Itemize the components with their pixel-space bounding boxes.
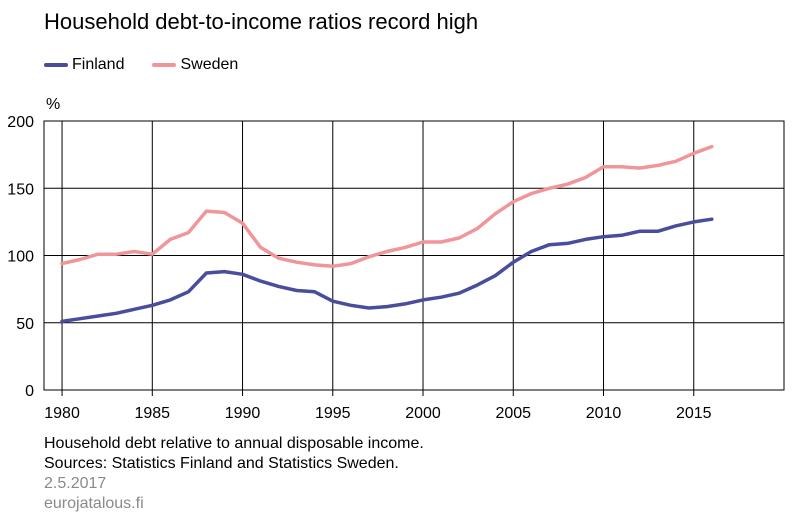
series-line-sweden (60, 144, 714, 269)
y-tick-label: 150 (7, 181, 34, 198)
x-tick-label: 2000 (405, 405, 441, 422)
y-tick-label: 0 (25, 383, 34, 400)
x-tick-label: 2010 (586, 405, 622, 422)
y-tick-label: 200 (7, 114, 34, 131)
x-tick-label: 2005 (495, 405, 531, 422)
chart-title: Household debt-to-income ratios record h… (44, 9, 479, 34)
y-axis-unit: % (46, 96, 61, 113)
legend-label-sweden: Sweden (180, 56, 239, 73)
footer-date: 2.5.2017 (44, 475, 107, 492)
x-tick-label: 1985 (134, 405, 170, 422)
legend: Finland Sweden (44, 54, 266, 76)
y-tick-label: 50 (16, 316, 34, 333)
legend-item-finland: Finland (44, 56, 124, 74)
legend-item-sweden: Sweden (152, 56, 238, 74)
legend-swatch-finland (44, 63, 68, 67)
y-tick-label: 100 (7, 249, 34, 266)
footer-note: Household debt relative to annual dispos… (44, 435, 424, 452)
x-tick-label: 1990 (225, 405, 261, 422)
x-tick-label: 2015 (676, 405, 712, 422)
legend-swatch-sweden (152, 63, 177, 67)
legend-label-finland: Finland (72, 56, 125, 73)
footer-sources: Sources: Statistics Finland and Statisti… (44, 455, 399, 472)
x-tick-label: 1995 (315, 405, 351, 422)
footer-site: eurojatalous.fi (44, 495, 144, 512)
series-line-finland (60, 217, 714, 324)
x-tick-label: 1980 (44, 405, 80, 422)
chart-footer: Household debt relative to annual dispos… (44, 434, 424, 514)
plot-frame (43, 120, 785, 391)
